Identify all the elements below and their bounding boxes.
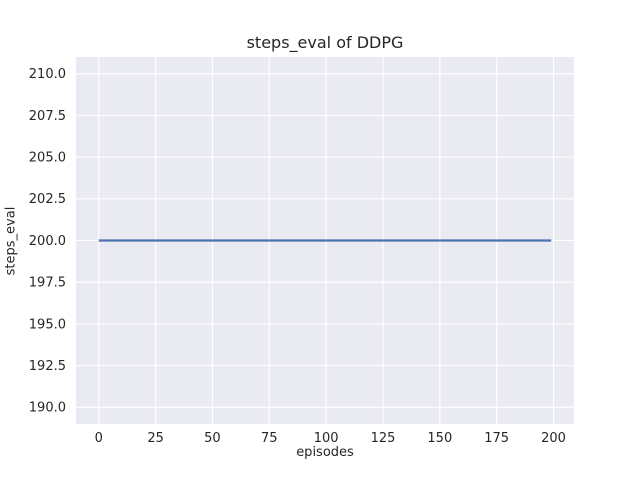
x-tick-label: 100	[314, 431, 339, 446]
y-tick-label: 190.0	[29, 401, 66, 416]
y-tick-label: 195.0	[29, 317, 66, 332]
x-tick-label: 0	[95, 431, 103, 446]
x-tick-label: 75	[261, 431, 278, 446]
chart-title: steps_eval of DDPG	[246, 33, 404, 52]
y-tick-label: 205.0	[29, 151, 66, 166]
x-tick-label: 200	[541, 431, 566, 446]
y-tick-label: 197.5	[29, 276, 66, 291]
x-tick-label: 25	[147, 431, 164, 446]
y-tick-label: 210.0	[29, 67, 66, 82]
x-tick-label: 125	[371, 431, 396, 446]
y-tick-label: 192.5	[29, 359, 66, 374]
y-tick-label: 202.5	[29, 192, 66, 207]
x-axis-label: episodes	[296, 445, 354, 460]
y-axis-label: steps_eval	[3, 206, 19, 276]
x-tick-label: 150	[427, 431, 452, 446]
x-tick-label: 175	[484, 431, 509, 446]
x-tick-label: 50	[204, 431, 221, 446]
y-tick-label: 207.5	[29, 109, 66, 124]
y-tick-label: 200.0	[29, 234, 66, 249]
